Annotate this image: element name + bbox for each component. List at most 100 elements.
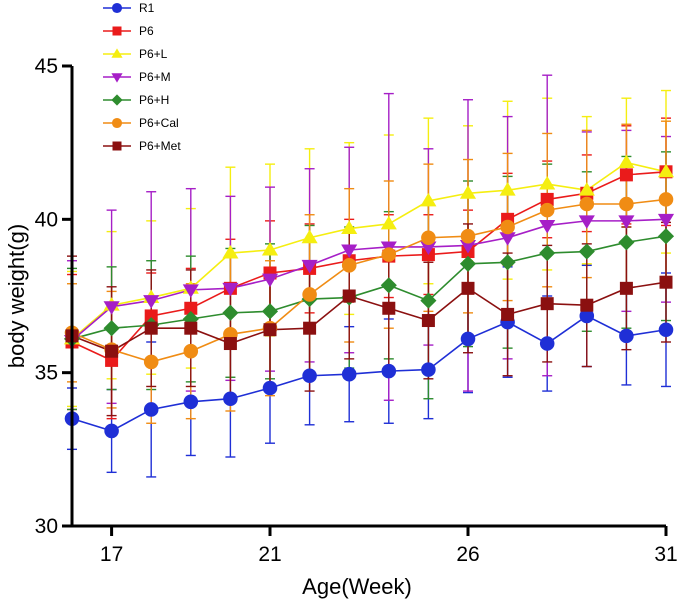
data-point-p6-l	[341, 220, 358, 234]
data-point-p6-l	[657, 163, 675, 178]
data-point-p6-m	[539, 220, 556, 234]
data-point-r1	[223, 391, 238, 407]
data-point-p6-cal	[539, 202, 555, 218]
data-point-p6-l	[222, 245, 239, 259]
data-point-p6-m	[143, 295, 160, 309]
data-point-p6-h	[420, 292, 437, 309]
data-point-p6-m	[103, 301, 120, 315]
series-line-p6	[71, 171, 667, 362]
legend-label-p6-l: P6+L	[139, 47, 168, 61]
data-point-p6-m	[301, 259, 318, 274]
data-point-p6-m	[341, 244, 358, 259]
legend-marker-p6-met	[112, 141, 122, 151]
legend-item-p6-h: P6+H	[103, 93, 169, 107]
data-point-r1	[183, 394, 199, 410]
legend-label-p6-cal: P6+Cal	[139, 116, 179, 130]
y-tick-label: 40	[35, 208, 58, 231]
data-point-p6-m	[222, 282, 239, 297]
data-point-p6-l	[578, 182, 595, 196]
data-point-p6-l	[499, 182, 516, 196]
data-point-r1	[262, 380, 278, 396]
data-point-p6-l	[539, 176, 556, 190]
data-point-p6-cal	[183, 343, 199, 359]
data-point-p6-m	[618, 215, 635, 229]
y-tick-label: 45	[35, 55, 58, 78]
data-point-p6-l	[261, 241, 279, 256]
data-point-p6-cal	[143, 354, 159, 370]
data-point-r1	[658, 322, 674, 338]
data-point-p6-h	[103, 320, 120, 337]
data-point-p6-l	[459, 185, 477, 199]
legend-marker-r1	[111, 2, 123, 14]
error-bars	[67, 74, 671, 478]
data-point-p6-m	[578, 215, 595, 229]
data-point-r1	[104, 423, 119, 439]
data-point-p6-l	[301, 229, 318, 244]
legend-item-p6-met: P6+Met	[103, 139, 181, 153]
data-point-p6-met	[223, 337, 237, 351]
legend-marker-p6	[112, 26, 122, 36]
legend-item-p6: P6	[103, 24, 154, 38]
data-point-p6-cal	[619, 196, 634, 212]
legend-marker-p6-h	[111, 94, 123, 106]
data-point-p6-m	[459, 239, 477, 254]
y-tick-label: 35	[35, 362, 58, 385]
data-point-p6-m	[261, 273, 279, 288]
x-axis-title: Age(Week)	[302, 574, 412, 599]
data-point-p6-cal	[302, 287, 317, 302]
data-point-p6-h	[657, 228, 675, 245]
legend: R1 P6 P6+L P6+M P6+H P6+Cal P6+Met	[103, 1, 181, 153]
legend-label-p6-m: P6+M	[139, 70, 171, 84]
data-point-p6-met	[263, 323, 277, 337]
data-point-p6-met	[540, 297, 554, 311]
series-markers	[63, 154, 675, 439]
data-point-r1	[421, 362, 436, 377]
data-point-p6	[619, 168, 633, 182]
data-point-p6-met	[144, 321, 158, 335]
data-point-p6-h	[578, 243, 595, 260]
data-point-p6-h	[618, 234, 635, 251]
data-point-p6-cal	[421, 230, 436, 246]
series-line-p6-h	[71, 235, 667, 340]
data-point-p6-met	[580, 298, 594, 312]
data-point-p6-m	[499, 232, 516, 246]
y-tick-label: 30	[35, 515, 58, 538]
data-point-r1	[341, 366, 357, 382]
data-point-r1	[302, 368, 317, 384]
legend-label-p6: P6	[139, 24, 154, 38]
legend-item-p6-m: P6+M	[103, 70, 171, 84]
data-point-p6-h	[459, 255, 477, 272]
series-line-p6-l	[71, 161, 667, 340]
legend-item-p6-cal: P6+Cal	[103, 116, 179, 130]
axes	[70, 66, 666, 528]
data-point-p6-l	[380, 215, 397, 230]
data-point-p6-met	[501, 307, 515, 321]
legend-label-p6-met: P6+Met	[139, 139, 181, 153]
data-point-p6-h	[222, 304, 239, 321]
data-point-p6-h	[499, 254, 516, 271]
legend-marker-p6-cal	[111, 117, 123, 129]
data-point-r1	[579, 308, 595, 324]
data-point-p6-met	[619, 281, 633, 295]
data-point-p6-met	[303, 321, 317, 335]
series-line-r1	[71, 315, 667, 432]
data-point-p6-met	[105, 344, 119, 358]
legend-marker-p6-l	[111, 48, 123, 58]
data-point-p6-m	[420, 241, 437, 255]
data-point-p6-l	[618, 154, 635, 169]
data-point-r1	[381, 363, 397, 379]
data-point-p6-cal	[341, 258, 357, 273]
data-point-p6-cal	[579, 196, 595, 212]
data-point-p6-m	[657, 213, 675, 228]
data-point-p6-met	[421, 314, 435, 328]
data-point-p6-cal	[460, 228, 476, 244]
data-point-p6-met	[382, 301, 396, 315]
x-tick-label: 21	[258, 543, 281, 566]
data-point-r1	[460, 331, 476, 347]
x-tick-label: 26	[456, 543, 479, 566]
data-point-p6	[184, 301, 198, 315]
data-point-p6-met	[659, 275, 673, 289]
legend-item-r1: R1	[103, 1, 155, 15]
data-point-p6-met	[184, 321, 198, 335]
